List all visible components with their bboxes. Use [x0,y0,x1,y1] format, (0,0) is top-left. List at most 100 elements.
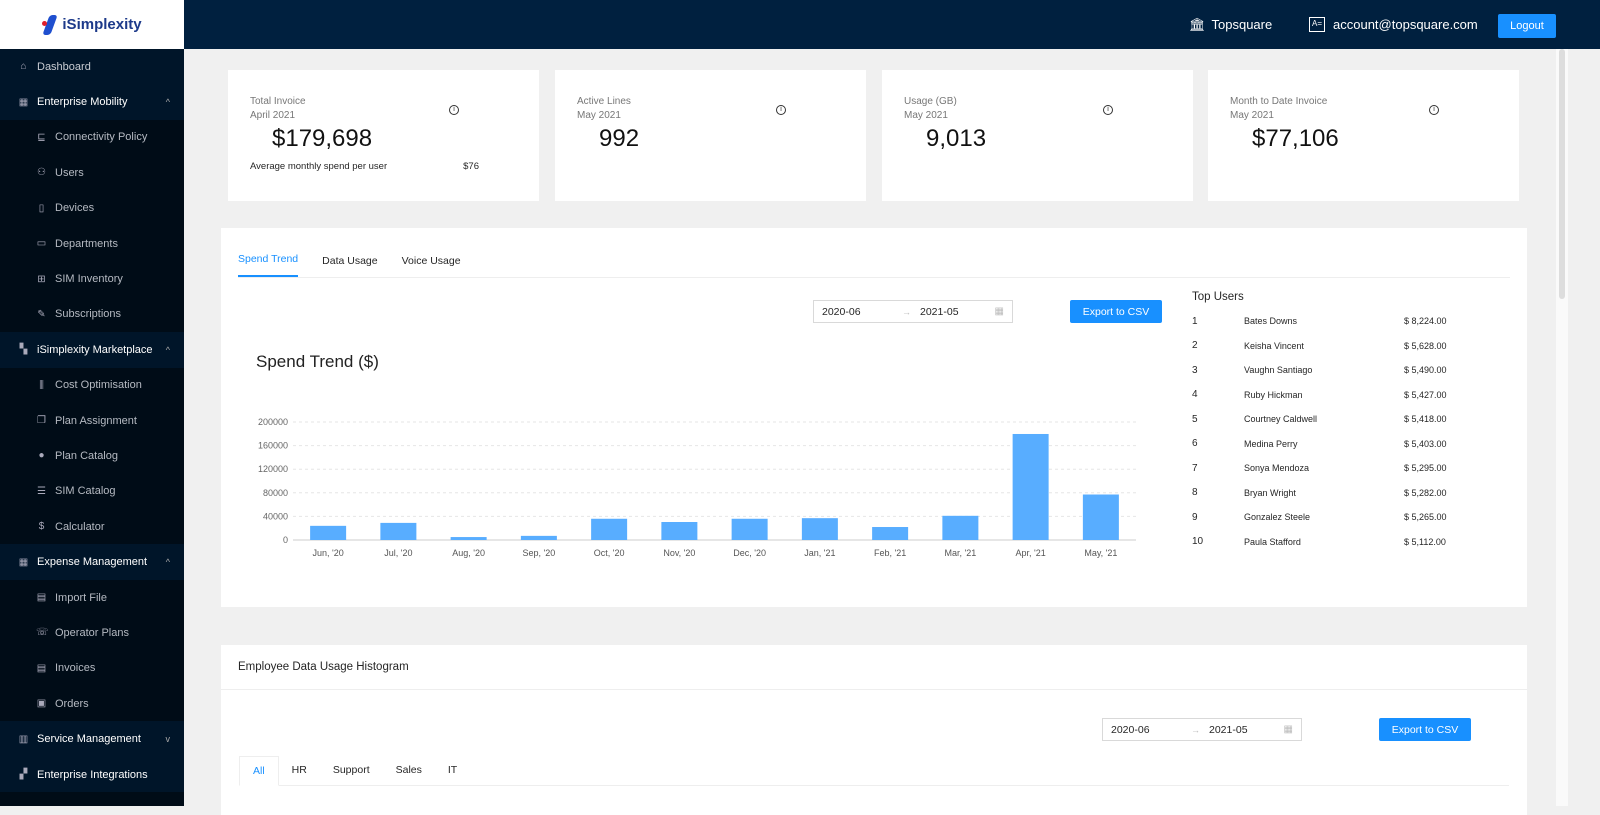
sidebar-item-plan-assignment[interactable]: ❐ Plan Assignment [0,403,184,438]
kpi-card: Usage (GB) May 2021 9,013 i [882,70,1193,201]
chevron-down-icon: v [165,734,171,745]
bar[interactable] [1082,494,1119,540]
user-name: Keisha Vincent [1244,340,1304,351]
sidebar-item-isimplexity-marketplace[interactable]: ▚ iSimplexity Marketplace ^ [0,332,184,368]
list-icon: ☰ [37,485,46,497]
sidebar-item-invoices[interactable]: ▤ Invoices [0,651,184,686]
user-name: Paula Stafford [1244,536,1301,547]
histogram-title: Employee Data Usage Histogram [221,645,1527,690]
sidebar-item-sim-catalog[interactable]: ☰ SIM Catalog [0,474,184,509]
tab-voice-usage[interactable]: Voice Usage [401,255,461,267]
organization[interactable]: 🏛 Topsquare [1189,17,1273,32]
tab-it[interactable]: IT [447,764,458,776]
sidebar-item-label: Connectivity Policy [55,131,148,144]
histogram-date-range-picker[interactable]: 2020-06 → 2021-05 ▦ [1102,718,1302,741]
sidebar-item-enterprise-integrations[interactable]: ▞ Enterprise Integrations [0,756,184,793]
bar[interactable] [591,518,628,540]
wallet-icon: ▣ [36,698,47,710]
sidebar-item-label: Expense Management [37,556,148,569]
amount: $ 8,224.00 [1404,316,1447,327]
top-user-row: 9 Gonzalez Steele $ 5,265.00 [1192,505,1482,530]
calendar-icon: ▦ [1283,724,1293,735]
amount: $ 5,295.00 [1404,463,1447,474]
tab-data-usage[interactable]: Data Usage [322,255,378,267]
rank: 6 [1192,438,1198,450]
info-icon[interactable]: i [449,105,459,115]
sidebar-item-orders[interactable]: ▣ Orders [0,686,184,721]
rank: 9 [1192,511,1198,523]
top-user-row: 6 Medina Perry $ 5,403.00 [1192,432,1482,457]
bar[interactable] [380,522,417,540]
top-user-row: 4 Ruby Hickman $ 5,427.00 [1192,383,1482,408]
x-tick-label: Jan, '21 [804,548,835,558]
scrollbar-thumb[interactable] [1559,49,1565,299]
kpi-period: May 2021 [904,110,948,121]
bar[interactable] [520,535,557,540]
amount: $ 5,282.00 [1404,487,1447,498]
sidebar-item-cost-optimisation[interactable]: ⫼ Cost Optimisation [0,368,184,403]
histogram-export-csv-button[interactable]: Export to CSV [1379,718,1471,741]
phone-icon: ☏ [36,627,49,639]
amount: $ 5,427.00 [1404,389,1447,400]
info-icon[interactable]: i [776,105,786,115]
tab-hr[interactable]: HR [291,764,307,776]
bar[interactable] [661,522,698,540]
home-icon: ⌂ [20,61,27,73]
info-icon[interactable]: i [1429,105,1439,115]
sidebar-item-operator-plans[interactable]: ☏ Operator Plans [0,615,184,650]
amount: $ 5,403.00 [1404,438,1447,449]
account[interactable]: A= account@topsquare.com [1309,17,1478,32]
bar[interactable] [1012,433,1049,540]
date-range-picker[interactable]: 2020-06 → 2021-05 ▦ [813,300,1013,323]
tools-icon: ▥ [18,733,29,745]
export-csv-button[interactable]: Export to CSV [1070,300,1162,323]
kpi-label: Usage (GB) [904,96,957,107]
sidebar-item-devices[interactable]: ▯ Devices [0,191,184,226]
mobile-icon: ▯ [38,202,45,214]
sidebar-item-label: iSimplexity Marketplace [37,343,153,356]
y-tick-label: 80000 [263,488,288,498]
logout-button[interactable]: Logout [1498,14,1556,38]
top-users-title: Top Users [1192,291,1244,303]
avg-spend-label: Average monthly spend per user [250,161,388,172]
sidebar-item-dashboard[interactable]: ⌂ Dashboard [0,49,184,85]
sidebar-item-enterprise-mobility[interactable]: ▦ Enterprise Mobility ^ [0,84,184,120]
sliders-icon: ⫼ [39,379,44,391]
bar[interactable] [731,518,768,540]
bar[interactable] [801,518,838,540]
tab-all[interactable]: All [239,756,279,786]
user-name: Bates Downs [1244,316,1298,327]
bar[interactable] [450,537,487,540]
sidebar-item-plan-catalog[interactable]: ● Plan Catalog [0,438,184,473]
bar[interactable] [310,525,347,540]
sidebar-item-service-management[interactable]: ▥ Service Management v [0,721,184,757]
kpi-card: Active Lines May 2021 992 i [555,70,866,201]
rank: 1 [1192,315,1198,327]
sidebar-item-departments[interactable]: ▭ Departments [0,226,184,261]
kpi-period: April 2021 [250,110,296,121]
sidebar-item-import-file[interactable]: ▤ Import File [0,580,184,615]
sidebar-item-sim-inventory[interactable]: ⊞ SIM Inventory [0,261,184,296]
sidebar-item-subscriptions[interactable]: ✎ Subscriptions [0,297,184,332]
logo[interactable]: iSimplexity [0,0,184,49]
bar[interactable] [872,527,909,540]
dollar-icon: $ [38,521,45,533]
id-card-icon: A= [1309,17,1326,32]
top-header: 🏛 Topsquare A= account@topsquare.com Logou… [184,0,1600,49]
tab-spend-trend[interactable]: Spend Trend [238,253,299,277]
amount: $ 5,265.00 [1404,512,1447,523]
sidebar-item-calculator[interactable]: $ Calculator [0,509,184,544]
top-users: Top Users 1 Bates Downs $ 8,224.00 2 Keisha … [1192,291,1482,554]
tab-support[interactable]: Support [332,764,370,776]
sidebar-item-expense-management[interactable]: ▦ Expense Management ^ [0,544,184,580]
sidebar-item-connectivity-policy[interactable]: ⊑ Connectivity Policy [0,120,184,155]
bar[interactable] [942,515,979,540]
info-icon[interactable]: i [1103,105,1113,115]
y-tick-label: 200000 [258,417,288,427]
top-user-row: 1 Bates Downs $ 8,224.00 [1192,309,1482,334]
sidebar-item-users[interactable]: ⚇ Users [0,155,184,190]
department-tabs: All HR Support Sales IT [239,756,1509,786]
scrollbar[interactable] [1556,49,1568,806]
tab-sales[interactable]: Sales [395,764,422,776]
sidebar-item-label: Operator Plans [55,626,129,639]
